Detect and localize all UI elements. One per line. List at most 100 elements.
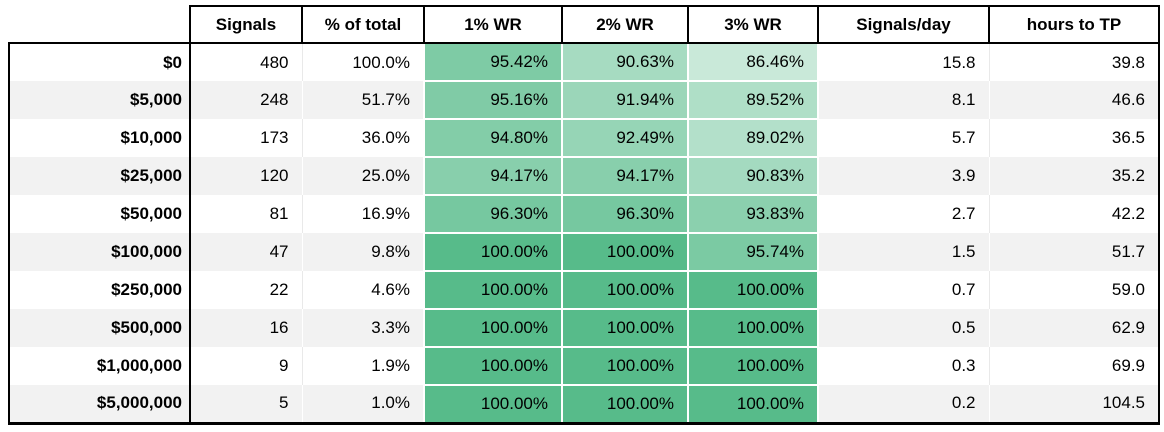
- column-header-pct-of-total[interactable]: % of total: [301, 5, 425, 44]
- cell-threshold-label[interactable]: $0: [8, 42, 191, 81]
- cell-hours-to-tp[interactable]: 46.6: [989, 81, 1160, 119]
- cell-signals[interactable]: 5: [190, 385, 303, 425]
- column-header-2pct-wr[interactable]: 2% WR: [561, 5, 689, 44]
- cell-pct-of-total[interactable]: 1.9%: [302, 347, 425, 385]
- cell-1pct-wr[interactable]: 95.42%: [423, 42, 563, 82]
- cell-signals-per-day[interactable]: 15.8: [818, 42, 990, 81]
- table-row: $50,000 81 16.9% 96.30% 96.30% 93.83% 2.…: [8, 195, 1160, 234]
- cell-2pct-wr[interactable]: 96.30%: [561, 195, 689, 234]
- table-row: $0 480 100.0% 95.42% 90.63% 86.46% 15.8 …: [8, 42, 1160, 82]
- cell-1pct-wr[interactable]: 100.00%: [423, 347, 563, 386]
- cell-1pct-wr[interactable]: 100.00%: [423, 309, 563, 348]
- cell-signals-per-day[interactable]: 8.1: [818, 81, 990, 119]
- table-row: $1,000,000 9 1.9% 100.00% 100.00% 100.00…: [8, 347, 1160, 386]
- cell-2pct-wr[interactable]: 92.49%: [561, 119, 689, 158]
- cell-hours-to-tp[interactable]: 39.8: [989, 42, 1160, 81]
- cell-3pct-wr[interactable]: 89.02%: [687, 119, 819, 158]
- signals-table: Signals % of total 1% WR 2% WR 3% WR Sig…: [8, 5, 1160, 425]
- cell-1pct-wr[interactable]: 100.00%: [423, 271, 563, 310]
- cell-signals[interactable]: 16: [190, 309, 303, 347]
- cell-signals[interactable]: 47: [190, 233, 303, 271]
- cell-3pct-wr[interactable]: 90.83%: [687, 157, 819, 196]
- corner-cell[interactable]: [9, 6, 190, 43]
- cell-3pct-wr[interactable]: 100.00%: [687, 309, 819, 348]
- table-row: $5,000,000 5 1.0% 100.00% 100.00% 100.00…: [8, 385, 1160, 425]
- cell-hours-to-tp[interactable]: 69.9: [989, 347, 1160, 385]
- cell-1pct-wr[interactable]: 100.00%: [423, 385, 563, 425]
- cell-signals-per-day[interactable]: 2.7: [818, 195, 990, 233]
- cell-pct-of-total[interactable]: 3.3%: [302, 309, 425, 347]
- cell-pct-of-total[interactable]: 36.0%: [302, 119, 425, 157]
- cell-signals[interactable]: 22: [190, 271, 303, 309]
- cell-signals[interactable]: 173: [190, 119, 303, 157]
- cell-threshold-label[interactable]: $100,000: [8, 233, 191, 271]
- cell-2pct-wr[interactable]: 100.00%: [561, 347, 689, 386]
- cell-pct-of-total[interactable]: 100.0%: [302, 42, 425, 81]
- cell-signals-per-day[interactable]: 0.7: [818, 271, 990, 309]
- column-header-signals-per-day[interactable]: Signals/day: [817, 5, 990, 44]
- cell-threshold-label[interactable]: $10,000: [8, 119, 191, 157]
- cell-signals[interactable]: 480: [190, 42, 303, 81]
- table-body: $0 480 100.0% 95.42% 90.63% 86.46% 15.8 …: [8, 42, 1160, 425]
- cell-threshold-label[interactable]: $1,000,000: [8, 347, 191, 385]
- cell-3pct-wr[interactable]: 93.83%: [687, 195, 819, 234]
- cell-1pct-wr[interactable]: 100.00%: [423, 233, 563, 272]
- cell-signals-per-day[interactable]: 5.7: [818, 119, 990, 157]
- cell-hours-to-tp[interactable]: 42.2: [989, 195, 1160, 233]
- cell-pct-of-total[interactable]: 9.8%: [302, 233, 425, 271]
- cell-2pct-wr[interactable]: 100.00%: [561, 385, 689, 425]
- table-row: $25,000 120 25.0% 94.17% 94.17% 90.83% 3…: [8, 157, 1160, 196]
- cell-3pct-wr[interactable]: 100.00%: [687, 347, 819, 386]
- cell-hours-to-tp[interactable]: 35.2: [989, 157, 1160, 195]
- cell-pct-of-total[interactable]: 16.9%: [302, 195, 425, 233]
- table-row: $250,000 22 4.6% 100.00% 100.00% 100.00%…: [8, 271, 1160, 310]
- cell-signals[interactable]: 248: [190, 81, 303, 119]
- cell-threshold-label[interactable]: $5,000: [8, 81, 191, 119]
- cell-1pct-wr[interactable]: 95.16%: [423, 81, 563, 120]
- cell-signals[interactable]: 81: [190, 195, 303, 233]
- cell-threshold-label[interactable]: $5,000,000: [8, 385, 191, 425]
- cell-threshold-label[interactable]: $25,000: [8, 157, 191, 195]
- cell-signals-per-day[interactable]: 0.3: [818, 347, 990, 385]
- cell-pct-of-total[interactable]: 4.6%: [302, 271, 425, 309]
- cell-threshold-label[interactable]: $500,000: [8, 309, 191, 347]
- table-row: $100,000 47 9.8% 100.00% 100.00% 95.74% …: [8, 233, 1160, 272]
- cell-hours-to-tp[interactable]: 36.5: [989, 119, 1160, 157]
- cell-signals-per-day[interactable]: 1.5: [818, 233, 990, 271]
- cell-hours-to-tp[interactable]: 104.5: [989, 385, 1160, 425]
- cell-pct-of-total[interactable]: 51.7%: [302, 81, 425, 119]
- cell-3pct-wr[interactable]: 100.00%: [687, 271, 819, 310]
- column-header-hours-to-tp[interactable]: hours to TP: [988, 5, 1160, 44]
- cell-hours-to-tp[interactable]: 51.7: [989, 233, 1160, 271]
- cell-2pct-wr[interactable]: 94.17%: [561, 157, 689, 196]
- table-row: $10,000 173 36.0% 94.80% 92.49% 89.02% 5…: [8, 119, 1160, 158]
- table-row: $5,000 248 51.7% 95.16% 91.94% 89.52% 8.…: [8, 81, 1160, 120]
- cell-signals[interactable]: 9: [190, 347, 303, 385]
- cell-2pct-wr[interactable]: 100.00%: [561, 309, 689, 348]
- cell-pct-of-total[interactable]: 25.0%: [302, 157, 425, 195]
- cell-1pct-wr[interactable]: 94.80%: [423, 119, 563, 158]
- cell-signals-per-day[interactable]: 0.2: [818, 385, 990, 425]
- cell-signals-per-day[interactable]: 0.5: [818, 309, 990, 347]
- column-header-3pct-wr[interactable]: 3% WR: [687, 5, 819, 44]
- cell-threshold-label[interactable]: $50,000: [8, 195, 191, 233]
- cell-2pct-wr[interactable]: 100.00%: [561, 271, 689, 310]
- cell-2pct-wr[interactable]: 90.63%: [561, 42, 689, 82]
- cell-2pct-wr[interactable]: 91.94%: [561, 81, 689, 120]
- column-header-1pct-wr[interactable]: 1% WR: [423, 5, 563, 44]
- cell-1pct-wr[interactable]: 94.17%: [423, 157, 563, 196]
- cell-3pct-wr[interactable]: 100.00%: [687, 385, 819, 425]
- cell-3pct-wr[interactable]: 95.74%: [687, 233, 819, 272]
- column-header-signals[interactable]: Signals: [189, 5, 303, 44]
- cell-hours-to-tp[interactable]: 62.9: [989, 309, 1160, 347]
- cell-2pct-wr[interactable]: 100.00%: [561, 233, 689, 272]
- cell-signals-per-day[interactable]: 3.9: [818, 157, 990, 195]
- cell-1pct-wr[interactable]: 96.30%: [423, 195, 563, 234]
- cell-3pct-wr[interactable]: 86.46%: [687, 42, 819, 82]
- cell-hours-to-tp[interactable]: 59.0: [989, 271, 1160, 309]
- cell-threshold-label[interactable]: $250,000: [8, 271, 191, 309]
- cell-3pct-wr[interactable]: 89.52%: [687, 81, 819, 120]
- cell-signals[interactable]: 120: [190, 157, 303, 195]
- cell-pct-of-total[interactable]: 1.0%: [302, 385, 425, 425]
